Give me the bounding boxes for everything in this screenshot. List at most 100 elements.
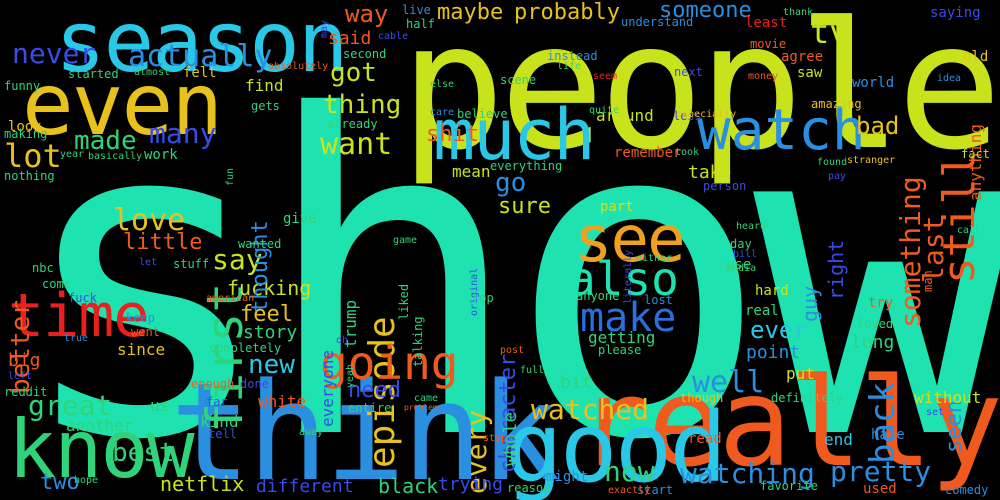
word-season: season — [55, 0, 348, 91]
word-time: time — [8, 281, 149, 351]
word-saw: saw — [797, 65, 823, 81]
word-understand: understand — [621, 15, 694, 29]
word-away: away — [299, 427, 324, 438]
word-someone: someone — [659, 0, 752, 23]
word-already: already — [327, 117, 378, 131]
word-fuck: fuck — [68, 291, 97, 305]
word-stop: stop — [483, 433, 508, 444]
word-got: got — [330, 58, 377, 88]
word-enough: enough — [191, 377, 235, 391]
word-make: make — [580, 295, 677, 341]
word-anyone: anyone — [576, 289, 620, 303]
word-reddit: reddit — [4, 385, 48, 399]
word-getting: getting — [588, 328, 656, 347]
word-true: true — [64, 333, 89, 344]
word-feel: feel — [240, 302, 293, 327]
word-movie: movie — [750, 37, 787, 51]
word-lost: lost — [644, 293, 673, 307]
word-also: also — [568, 252, 679, 306]
word-cable: cable — [378, 31, 409, 42]
word-yeah: yeah — [345, 363, 356, 388]
word-least: least — [745, 15, 788, 31]
word-new: new — [248, 350, 295, 380]
word-heard: heard — [736, 221, 767, 232]
word-white: white — [258, 392, 307, 411]
word-gets: gets — [251, 99, 280, 113]
word-american: american — [206, 293, 255, 304]
word-bit: bit — [560, 372, 593, 393]
word-even: even — [22, 55, 223, 155]
word-full: full — [520, 365, 545, 376]
word-part: part — [600, 199, 634, 215]
word-say: say — [212, 243, 263, 276]
word-without: without — [914, 388, 982, 407]
word-thing: thing — [323, 90, 402, 120]
word-use: use — [726, 257, 752, 273]
word-old: old — [963, 49, 989, 65]
word-agree: agree — [781, 49, 824, 65]
word-basically: basically — [88, 151, 143, 162]
word-maybe: maybe — [437, 0, 504, 25]
word-probably: probably — [514, 0, 620, 25]
word-ever: ever — [750, 316, 808, 344]
word-come: come — [42, 277, 71, 291]
word-love: love — [113, 203, 186, 238]
word-instead: instead — [547, 49, 598, 63]
word-well: well — [692, 365, 765, 400]
word-two: two — [40, 470, 80, 495]
word-great: great — [28, 389, 113, 422]
word-exactly: exactly — [608, 485, 651, 496]
word-tell: tell — [208, 427, 237, 441]
word-believe: believe — [457, 107, 508, 121]
word-try: try — [868, 295, 894, 311]
word-good: good — [505, 392, 727, 500]
word-little: little — [123, 230, 203, 255]
word-set: set — [926, 407, 945, 418]
word-far: far — [206, 395, 228, 409]
word-absolutely: absolutely — [268, 61, 329, 72]
word-saying: saying — [930, 5, 981, 21]
word-hard: hard — [755, 283, 789, 299]
word-either: either — [636, 253, 673, 264]
word-hate: hate — [871, 427, 905, 443]
word-need: need — [348, 378, 401, 403]
word-go: go — [495, 168, 527, 198]
word-year: year — [60, 149, 85, 160]
word-know: know — [8, 403, 195, 496]
word-may: may — [319, 19, 330, 38]
word-show: show — [12, 24, 1000, 500]
word-reason: reason — [507, 481, 551, 495]
word-loved: loved — [857, 317, 894, 331]
word-nothing: nothing — [4, 169, 55, 183]
word-money: money — [748, 71, 779, 82]
word-pay: pay — [828, 171, 847, 182]
word-felt: felt — [183, 65, 217, 81]
word-half: half — [406, 17, 435, 31]
word-us: us — [150, 396, 170, 415]
word-kind: kind — [200, 412, 239, 431]
word-shit: shit — [426, 122, 479, 147]
word-sure: sure — [498, 194, 551, 219]
word-entire: entire — [348, 401, 392, 415]
word-right: right — [824, 239, 848, 300]
word-best: best — [112, 438, 175, 468]
word-man: man — [921, 270, 935, 292]
word-completely: completely — [209, 341, 282, 355]
word-point: point — [746, 342, 801, 363]
word-stuff: stuff — [173, 257, 210, 271]
word-trying: trying — [438, 474, 504, 495]
word-call: call — [957, 225, 982, 236]
word-top: top — [472, 291, 494, 305]
word-person: person — [703, 179, 747, 193]
word-mean: mean — [452, 162, 491, 181]
word-media: media — [726, 263, 757, 274]
word-long: long — [851, 332, 895, 353]
word-nbc: nbc — [32, 261, 54, 275]
word-big: big — [8, 350, 41, 371]
word-almost: almost — [134, 67, 171, 78]
word-wanted: wanted — [238, 237, 282, 251]
word-fact: fact — [961, 147, 990, 161]
word-went: went — [131, 325, 160, 339]
word-talking: talking — [411, 316, 425, 367]
word-comedy: comedy — [945, 483, 989, 497]
